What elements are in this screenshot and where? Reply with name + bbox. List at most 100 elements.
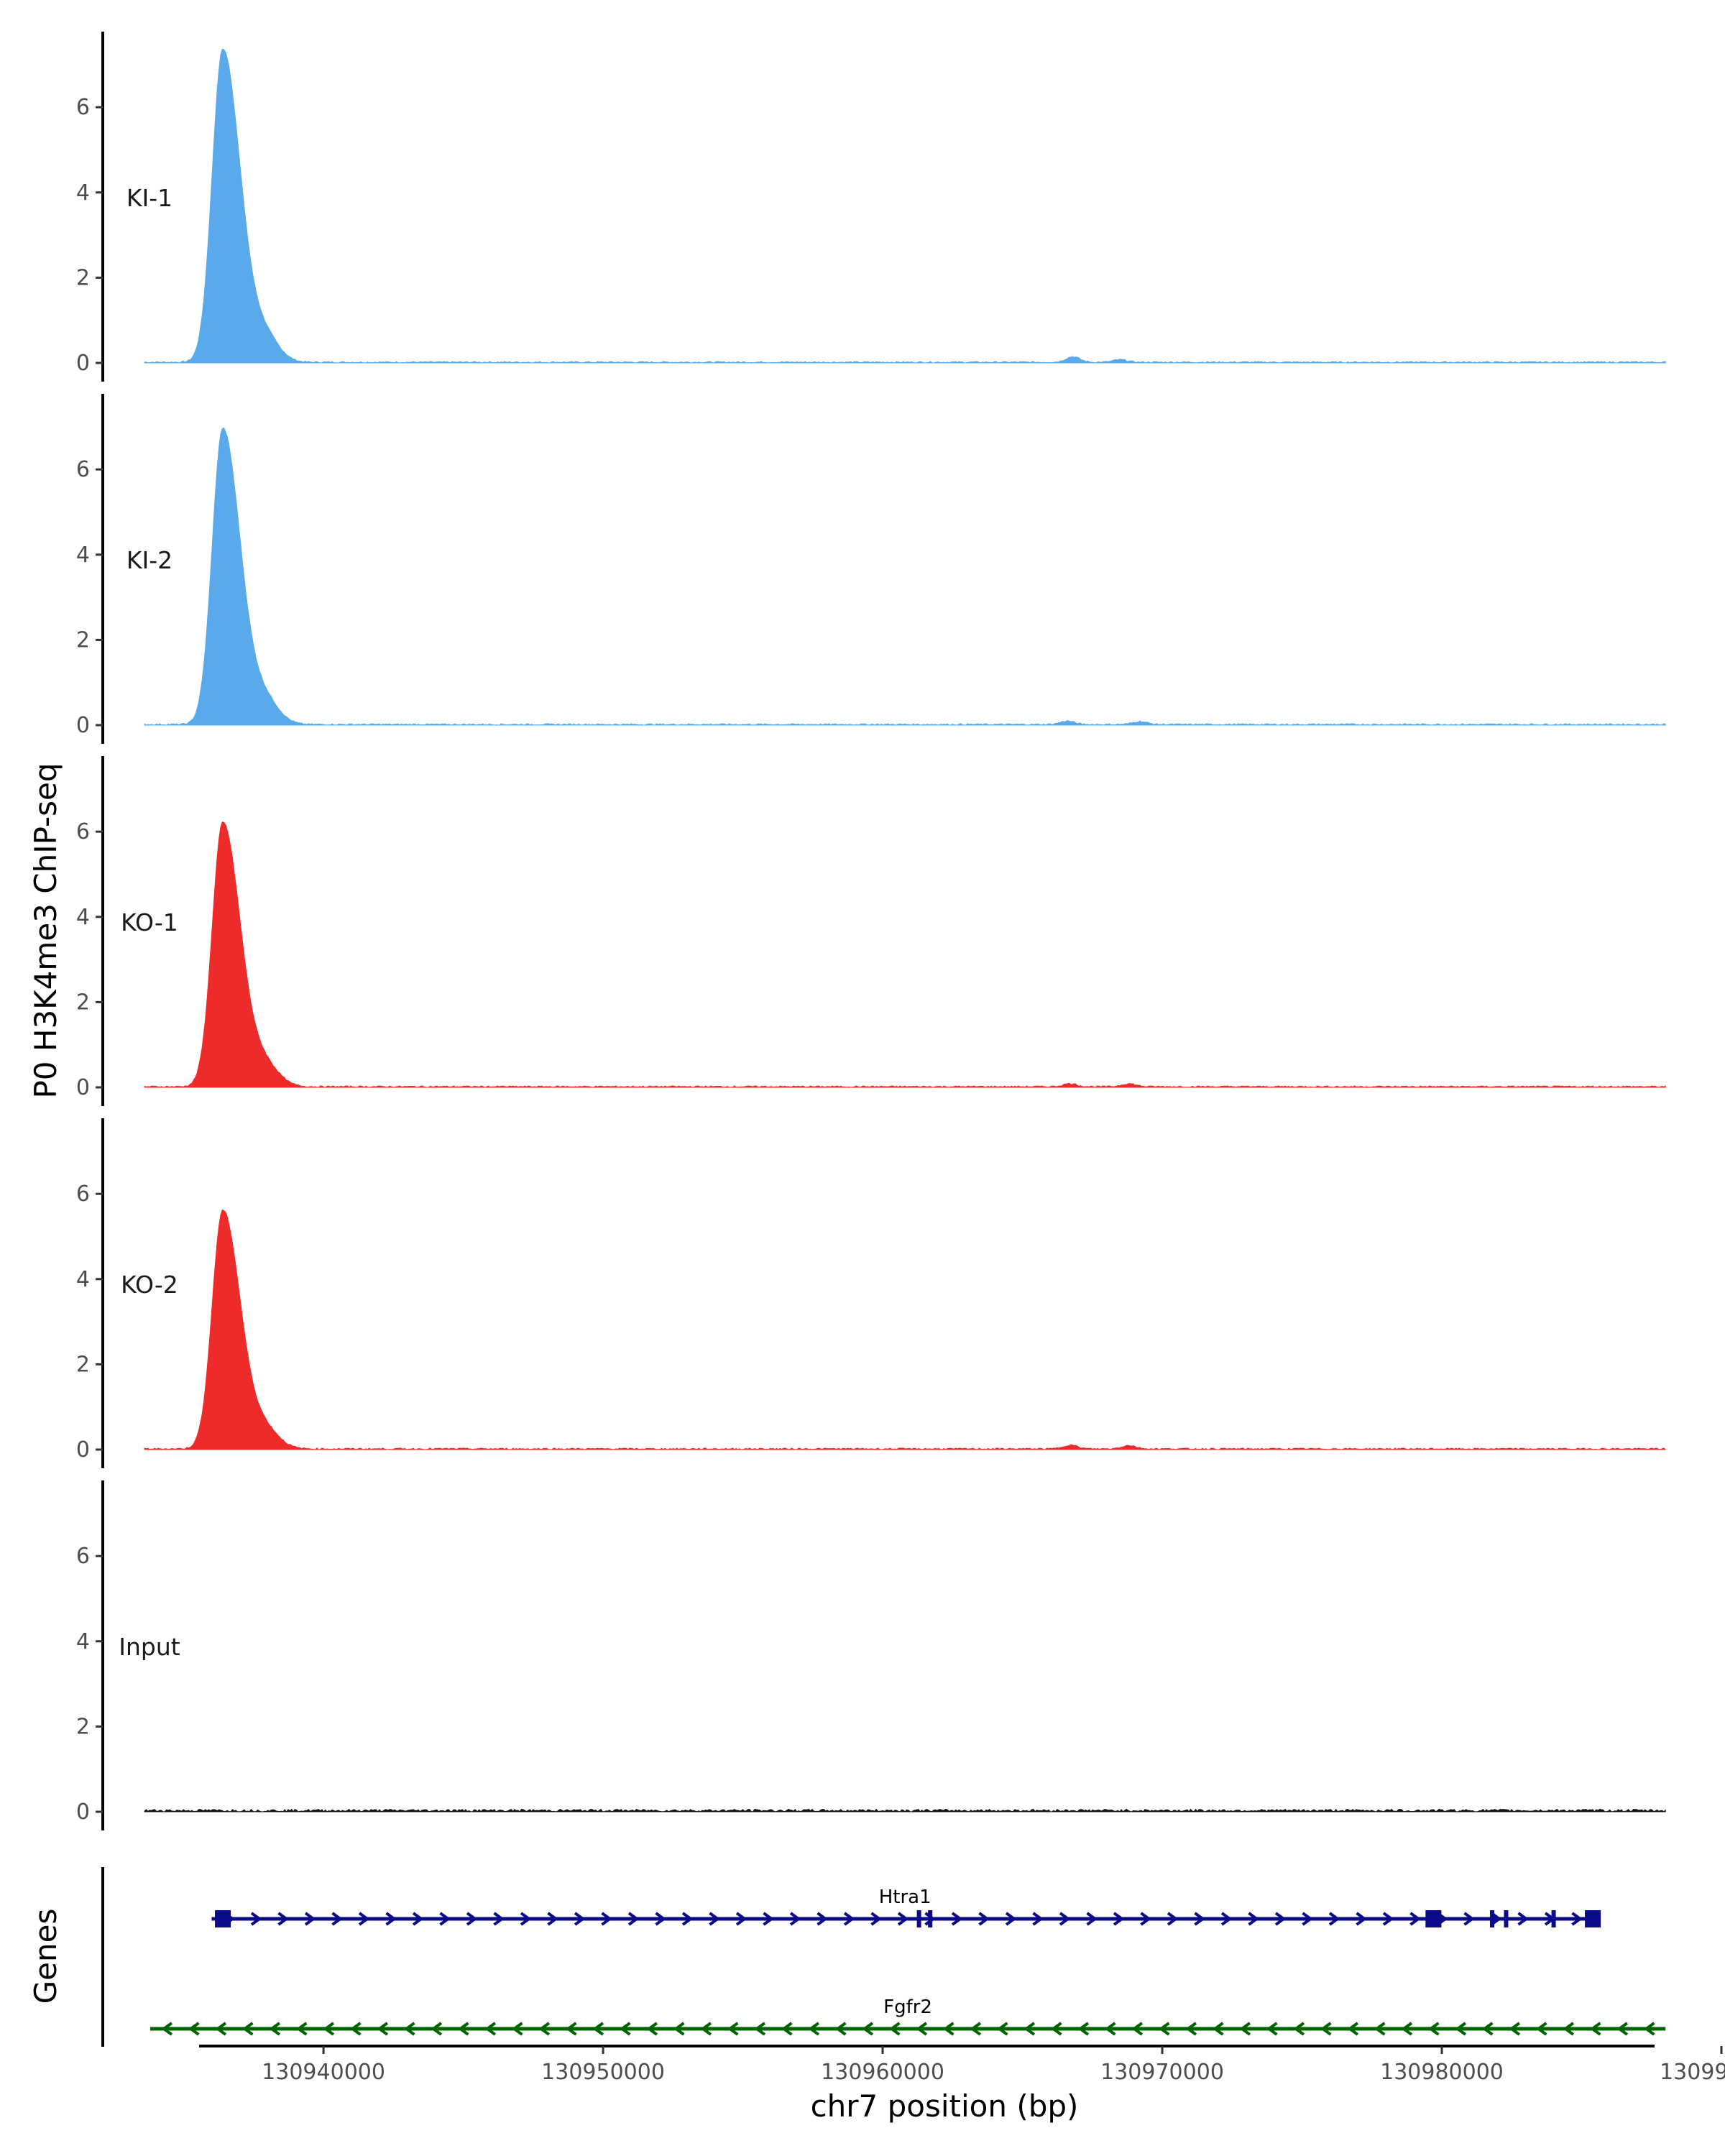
strand-chevron (1051, 2022, 1062, 2036)
y-tick-label: 2 (76, 1352, 90, 1377)
y-tick-label: 0 (76, 713, 90, 738)
strand-chevron (458, 2022, 469, 2036)
strand-chevron (1401, 2022, 1413, 2036)
strand-chevron (943, 2022, 954, 2036)
strand-chevron (466, 1912, 478, 1926)
strand-chevron (1194, 1912, 1205, 1926)
strand-chevron (970, 2022, 982, 2036)
gene-htra1: Htra1 (211, 1886, 1601, 1927)
strand-chevron (889, 2022, 901, 2036)
x-tick-label: 130960000 (821, 2060, 944, 2085)
strand-chevron (1140, 1912, 1151, 1926)
track-label: KO-1 (121, 908, 178, 936)
strand-chevron (1455, 2022, 1467, 2036)
strand-chevron (808, 2022, 820, 2036)
track-label: KI-2 (126, 546, 172, 574)
y-tick-label: 6 (76, 457, 90, 482)
exon (1425, 1910, 1442, 1927)
strand-chevron (1005, 1912, 1017, 1926)
strand-chevron (781, 2022, 793, 2036)
strand-chevron (601, 1912, 612, 1926)
strand-chevron (997, 2022, 1008, 2036)
strand-chevron (431, 2022, 443, 2036)
strand-chevron (1159, 2022, 1170, 2036)
strand-chevron (709, 1912, 720, 1926)
signal-area-ki-1 (144, 48, 1666, 364)
y-tick-label: 2 (76, 627, 90, 653)
strand-chevron (323, 2022, 335, 2036)
strand-chevron (1059, 1912, 1071, 1926)
strand-chevron (1463, 1912, 1475, 1926)
strand-chevron (547, 1912, 558, 1926)
strand-chevron (484, 2022, 497, 2036)
y-tick-label: 4 (76, 1267, 90, 1292)
strand-chevron (1167, 1912, 1179, 1926)
exon (1490, 1910, 1495, 1927)
y-tick-label: 6 (76, 95, 90, 120)
y-tick-label: 0 (76, 1437, 90, 1462)
x-tick-label: 130970000 (1100, 2060, 1224, 2085)
track-label: KO-2 (121, 1271, 178, 1299)
strand-chevron (727, 2022, 739, 2036)
strand-chevron (350, 2022, 362, 2036)
gene-fgfr2: Fgfr2 (150, 1996, 1666, 2036)
strand-chevron (358, 1912, 370, 1926)
strand-chevron (412, 1912, 424, 1926)
gene-name-label: Fgfr2 (883, 1996, 932, 2018)
exon (1504, 1910, 1509, 1927)
strand-chevron (161, 2022, 173, 2036)
exon (1551, 1910, 1556, 1927)
x-tick-label: 130990000 (1660, 2060, 1725, 2085)
strand-chevron (620, 2022, 631, 2036)
genes-layer: Htra1 Fgfr2 (101, 1867, 1666, 2047)
strand-chevron (627, 1912, 640, 1926)
strand-chevron (1248, 1912, 1259, 1926)
track-label: Input (119, 1633, 180, 1661)
strand-chevron (188, 2022, 200, 2036)
strand-chevron (1266, 2022, 1278, 2036)
strand-chevron (1320, 2022, 1332, 2036)
y-tick-label: 6 (76, 1181, 90, 1207)
strand-chevron (404, 2022, 415, 2036)
strand-chevron (924, 1912, 936, 1926)
strand-chevron (269, 2022, 281, 2036)
strand-chevron (439, 1912, 451, 1926)
strand-chevron (1356, 1912, 1367, 1926)
y-tick-label: 2 (76, 990, 90, 1015)
y-tick-label: 2 (76, 265, 90, 290)
strand-chevron (1409, 1912, 1421, 1926)
strand-chevron (862, 2022, 874, 2036)
strand-chevron (574, 1912, 586, 1926)
strand-chevron (1347, 2022, 1359, 2036)
track-ki-2: 0 2 4 6 KI-2 (76, 394, 1666, 744)
y-tick-label: 6 (76, 1544, 90, 1569)
strand-chevron (1239, 2022, 1251, 2036)
strand-chevron (1105, 2022, 1116, 2036)
strand-chevron (1590, 2022, 1601, 2036)
strand-chevron (1302, 1912, 1313, 1926)
strand-chevron (681, 1912, 694, 1926)
y-tick-label: 4 (76, 905, 90, 930)
strand-chevron (1213, 2022, 1224, 2036)
track-label: KI-1 (126, 184, 172, 212)
strand-chevron (870, 1912, 882, 1926)
strand-chevron (789, 1912, 801, 1926)
x-tick-label: 130980000 (1380, 2060, 1504, 2085)
strand-chevron (816, 1912, 828, 1926)
strand-chevron (1185, 2022, 1197, 2036)
strand-chevron (951, 1912, 963, 1926)
x-axis: 130940000 130950000 130960000 130970000 1309… (199, 2045, 1725, 2085)
strand-chevron (1563, 2022, 1575, 2036)
strand-chevron (512, 2022, 523, 2036)
tracks-layer: 0 2 4 6 KI-1 0 2 4 6 KI-2 0 2 4 6 KO-1 0 2 4 6 KO-2 0 2 4 6 Inpu… (76, 32, 1666, 1830)
strand-chevron (493, 1912, 505, 1926)
signal-area-ko-2 (144, 1209, 1666, 1450)
strand-chevron (1131, 2022, 1144, 2036)
strand-chevron (242, 2022, 254, 2036)
strand-chevron (1517, 1912, 1529, 1926)
strand-chevron (1616, 2022, 1629, 2036)
strand-chevron (1086, 1912, 1098, 1926)
strand-chevron (735, 1912, 748, 1926)
strand-chevron (331, 1912, 343, 1926)
exon (928, 1910, 933, 1927)
